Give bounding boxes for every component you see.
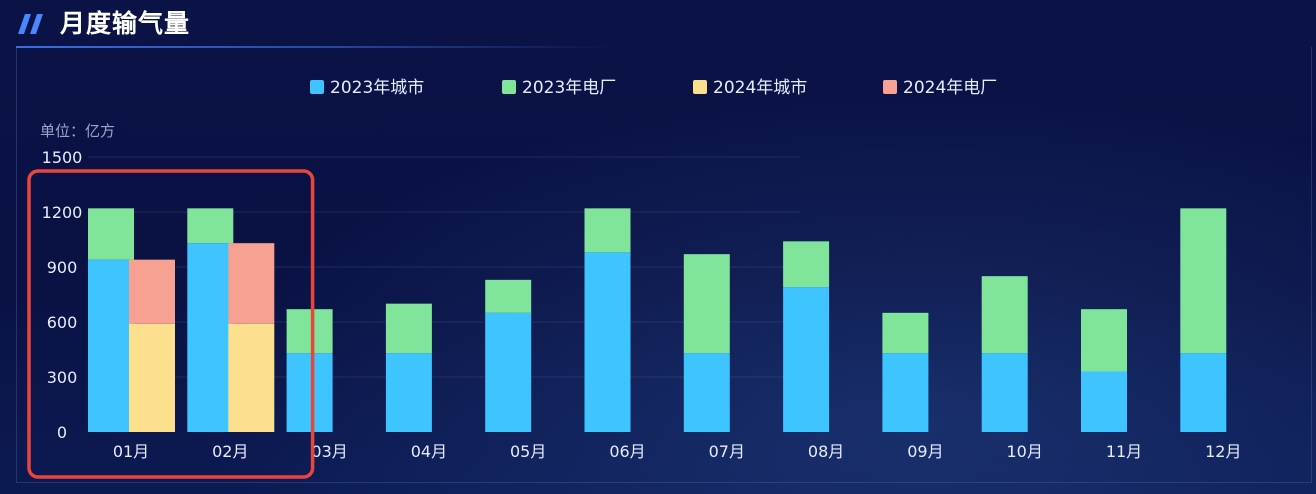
x-tick-label: 08月 — [808, 442, 844, 461]
bar-2023-city — [286, 353, 333, 432]
bar-2023-city — [88, 259, 134, 432]
panel-header: 月度输气量 — [0, 0, 1316, 48]
bar-2023-plant — [882, 312, 929, 354]
bar-2023-city — [385, 353, 432, 432]
x-tick-label: 04月 — [411, 442, 447, 461]
y-tick-label: 1500 — [42, 148, 83, 167]
bar-2023-city — [683, 353, 730, 432]
highlight-box — [27, 169, 315, 479]
legend-swatch — [693, 80, 707, 94]
bar-2024-city — [228, 323, 275, 432]
panel-title: 月度输气量 — [60, 9, 191, 38]
x-tick-label: 12月 — [1205, 442, 1241, 461]
x-tick-label: 03月 — [311, 442, 347, 461]
legend-swatch — [310, 80, 324, 94]
bar-2023-city — [981, 353, 1028, 432]
bar-2023-city — [187, 243, 234, 432]
bar-2024-plant — [228, 243, 275, 324]
legend-swatch — [883, 80, 897, 94]
bar-2023-city — [882, 353, 929, 432]
bar-2023-plant — [981, 276, 1028, 354]
x-tick-label: 06月 — [609, 442, 645, 461]
legend-label: 2023年电厂 — [522, 78, 616, 98]
bar-2023-plant — [1180, 208, 1227, 354]
x-tick-label: 07月 — [709, 442, 745, 461]
x-tick-label: 10月 — [1007, 442, 1043, 461]
bar-2023-city — [485, 312, 532, 432]
bar-2023-city — [1180, 353, 1227, 432]
legend-label: 2024年电厂 — [903, 78, 997, 98]
double-slash-icon — [18, 14, 43, 34]
y-unit-label: 单位：亿方 — [40, 122, 115, 140]
bar-2024-plant — [129, 259, 175, 324]
x-tick-label: 11月 — [1106, 442, 1142, 461]
x-tick-label: 02月 — [212, 442, 248, 461]
header-underline — [16, 46, 616, 48]
legend-swatch — [502, 80, 516, 94]
bar-2023-plant — [783, 241, 830, 288]
bar-2023-plant — [385, 303, 432, 354]
y-tick-label: 900 — [47, 258, 78, 277]
bar-2023-plant — [683, 254, 730, 354]
y-tick-label: 1200 — [42, 203, 83, 222]
bar-2024-city — [129, 323, 175, 432]
panel-frame — [16, 47, 1312, 483]
bar-2023-plant — [584, 208, 631, 253]
x-tick-label: 05月 — [510, 442, 546, 461]
bar-2023-plant — [485, 279, 532, 313]
y-tick-label: 600 — [47, 313, 78, 332]
legend-label: 2024年城市 — [713, 78, 807, 98]
y-tick-label: 300 — [47, 368, 78, 387]
bar-2023-plant — [1081, 309, 1127, 372]
bar-2023-city — [584, 252, 631, 432]
legend-label: 2023年城市 — [330, 78, 424, 98]
x-tick-label: 09月 — [907, 442, 943, 461]
x-tick-label: 01月 — [113, 442, 149, 461]
bar-2023-city — [783, 287, 830, 432]
bar-2023-plant — [88, 208, 134, 260]
bar-2023-plant — [187, 208, 234, 244]
y-tick-label: 0 — [57, 423, 67, 442]
bar-2023-plant — [286, 309, 333, 354]
bar-2023-city — [1081, 371, 1127, 432]
